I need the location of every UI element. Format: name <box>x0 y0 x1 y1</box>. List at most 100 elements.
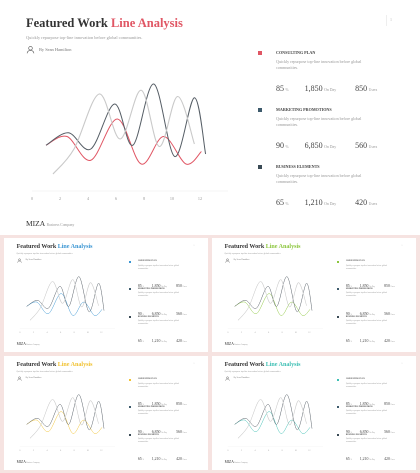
title-main: Featured Work <box>224 243 266 250</box>
title-accent: Line Analysis <box>110 16 183 30</box>
series-line-3 <box>52 89 195 175</box>
stat-item: 850Users <box>384 392 395 410</box>
brand-sub: Business Company <box>233 343 248 346</box>
stat-value: 850 <box>384 401 390 406</box>
entry-title: CONSULTING PLAN <box>345 260 365 263</box>
x-tick-label: 2 <box>241 332 242 334</box>
series-line-1 <box>234 411 310 434</box>
thumb-title: Featured Work Line Analysis <box>17 244 93 250</box>
stat-value: 1,850 <box>359 283 369 288</box>
thumb-line-chart: 0 2 4 6 8 10 12 <box>19 394 115 452</box>
thumbnail-slide-3[interactable]: Featured Work Line Analysis Quickly repur… <box>4 356 208 470</box>
stat-value: 85 <box>345 401 350 406</box>
stat-item: 90% <box>276 135 289 153</box>
entry-color-dot <box>337 288 340 291</box>
entry-description: Quickly repurpose top-line innovation be… <box>137 319 179 325</box>
entry-description: Quickly repurpose top-line innovation be… <box>137 410 179 416</box>
brand-sub: Business Company <box>25 461 40 464</box>
stat-value: 420 <box>384 339 390 344</box>
entry-description: Quickly repurpose top-line innovation be… <box>137 292 179 298</box>
stat-value: 850 <box>384 283 390 288</box>
brand-name: MIZA <box>224 459 234 464</box>
stat-item: 560Users <box>384 420 395 438</box>
title-main: Featured Work <box>224 361 266 368</box>
stat-value: 1,210 <box>359 457 369 462</box>
x-tick-label: 2 <box>33 450 34 452</box>
thumb-page-number: 1 <box>193 362 195 365</box>
thumb-subtitle: Quickly repurpose top-line innovation be… <box>16 253 73 256</box>
stat-value: 65 <box>345 339 350 344</box>
entry-color-dot <box>129 260 132 263</box>
stat-unit: Users <box>390 285 395 288</box>
thumb-brand: MIZA Business Company <box>17 342 40 346</box>
x-tick-label: 12 <box>308 450 310 452</box>
entry-title: CONSULTING PLAN <box>276 50 316 55</box>
stat-unit: On Day <box>161 341 167 344</box>
stat-unit: % <box>142 431 144 434</box>
thumbnail-slide-2[interactable]: Featured Work Line Analysis Quickly repur… <box>212 238 416 352</box>
stat-unit: Users <box>182 431 187 434</box>
stat-unit: On Day <box>161 459 167 462</box>
stat-value: 420 <box>355 198 368 207</box>
entry-color-dot <box>129 406 132 409</box>
x-tick-label: 6 <box>60 332 61 334</box>
stat-unit: Users <box>368 202 378 206</box>
thumbnail-slide-1[interactable]: Featured Work Line Analysis Quickly repur… <box>4 238 208 352</box>
stat-unit: Users <box>390 403 395 406</box>
entry-description: Quickly repurpose top-line innovation be… <box>345 292 387 298</box>
x-tick-label: 4 <box>254 450 255 452</box>
entry-title: BUSINESS ELEMENTS <box>345 315 367 318</box>
entry-description: Quickly repurpose top-line innovation be… <box>137 382 179 388</box>
series-line-2 <box>234 276 312 313</box>
slide-title: Featured Work Line Analysis <box>26 16 183 31</box>
entry-stats: 65% 1,210On Day 420Users <box>138 329 187 347</box>
stat-item: 850Users <box>176 274 187 292</box>
entry-item: BUSINESS ELEMENTS Quickly repurpose top-l… <box>129 434 202 462</box>
stat-unit: On Day <box>369 431 375 434</box>
entry-item: BUSINESS ELEMENTS Quickly repurpose top-l… <box>129 316 202 343</box>
stat-unit: Users <box>368 145 378 149</box>
user-icon <box>224 258 230 263</box>
x-tick-label: 4 <box>254 332 255 334</box>
x-tick-label: 12 <box>100 332 102 334</box>
series-line-2 <box>45 83 207 158</box>
thumbnail-slide-4[interactable]: Featured Work Line Analysis Quickly repur… <box>212 356 416 470</box>
stat-unit: Users <box>390 431 395 434</box>
thumb-author: By Sean Hamilton <box>224 258 249 263</box>
line-chart: 0 2 4 6 8 10 12 <box>31 83 228 201</box>
stat-unit: Users <box>182 285 187 288</box>
x-tick-label: 4 <box>46 332 47 334</box>
entry-title: BUSINESS ELEMENTS <box>276 164 320 169</box>
entry-color-dot <box>258 165 262 169</box>
stat-item: 85% <box>276 78 289 96</box>
entry-item: MARKETING PROMOTIONS Quickly repurpose to… <box>337 288 410 316</box>
stat-unit: On Day <box>324 145 337 149</box>
entry-color-dot <box>258 108 262 112</box>
stat-item: 850Users <box>384 274 395 292</box>
thumb-author: By Sean Hamilton <box>16 258 41 263</box>
stat-unit: On Day <box>369 341 375 344</box>
stat-unit: % <box>350 285 352 288</box>
stat-item: 85% <box>138 274 144 292</box>
stat-item: 6,850On Day <box>360 302 375 320</box>
stat-item: 420Users <box>384 447 395 465</box>
stat-value: 90 <box>345 311 350 316</box>
stat-unit: % <box>350 431 352 434</box>
stat-value: 1,210 <box>151 457 161 462</box>
series-line-3 <box>237 279 307 321</box>
stat-value: 85 <box>137 283 142 288</box>
stat-unit: Users <box>182 459 187 462</box>
stat-unit: On Day <box>161 431 167 434</box>
stat-value: 560 <box>355 141 368 150</box>
stat-value: 1,850 <box>304 84 323 93</box>
entry-color-dot <box>129 434 132 436</box>
x-tick-label: 12 <box>308 332 310 334</box>
entry-color-dot <box>337 434 340 436</box>
main-slide: Featured Work Line Analysis Quickly repu… <box>0 0 420 235</box>
series-line-1 <box>45 118 202 165</box>
entry-title: CONSULTING PLAN <box>345 378 365 381</box>
x-tick-label: 2 <box>33 332 34 334</box>
entry-title: CONSULTING PLAN <box>137 260 157 263</box>
